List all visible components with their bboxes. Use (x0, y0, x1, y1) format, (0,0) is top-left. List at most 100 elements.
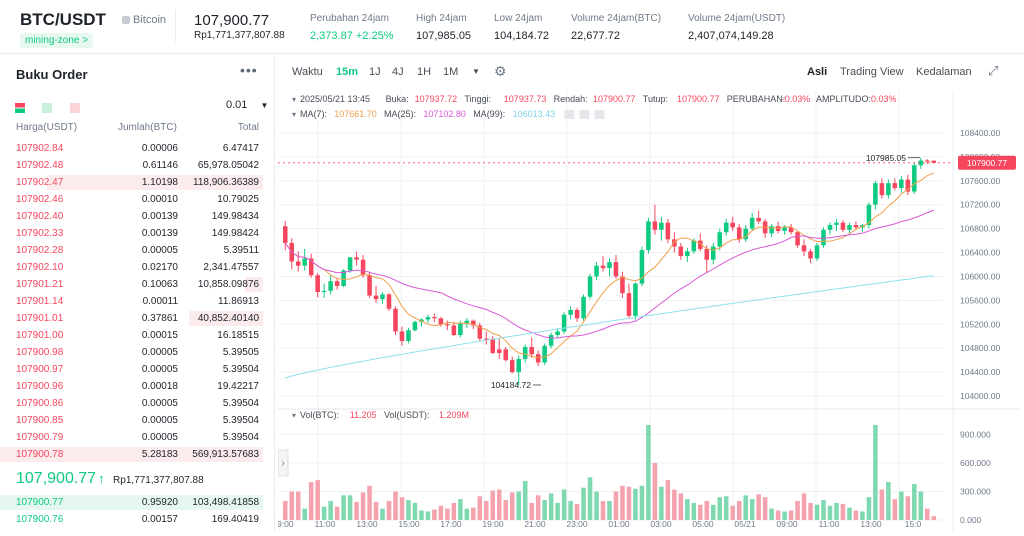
ohlc-info-text: Tutup: (643, 94, 668, 104)
volume-bar (691, 502, 697, 520)
view-tradingview[interactable]: Trading View (840, 66, 904, 78)
ask-row[interactable]: 107900.79 0.00005 5.39504 (0, 429, 273, 446)
ask-depth-bar (189, 311, 263, 326)
time-axis-label: 05:00 (692, 519, 714, 529)
chevron-right-icon: › (281, 458, 284, 469)
bid-row[interactable]: 107900.77 0.95920 103,498.41858 (0, 494, 273, 511)
ask-row[interactable]: 107900.78 5.28183 569,913.57683 (0, 446, 273, 463)
volume-bar (380, 508, 385, 520)
volume-bar (354, 501, 359, 520)
more-icon[interactable]: ••• (240, 62, 258, 78)
ask-row[interactable]: 107901.21 0.10063 10,858.09876 (0, 276, 273, 293)
settings-gear-icon[interactable]: ⚙ (494, 63, 507, 79)
ask-total: 5.39511 (223, 245, 259, 256)
ask-price: 107902.33 (16, 228, 64, 239)
volume-bar (393, 491, 398, 520)
ask-row[interactable]: 107901.00 0.00015 16.18515 (0, 327, 273, 344)
candle-body (678, 246, 684, 257)
candle-body (522, 346, 528, 359)
col-amount-header: Jumlah(BTC) (118, 122, 177, 133)
ask-row[interactable]: 107901.14 0.00011 11.86913 (0, 293, 273, 310)
time-axis-label: 15:0 (905, 519, 922, 529)
book-both-icon[interactable] (15, 103, 25, 113)
ask-row[interactable]: 107902.46 0.00010 10.79025 (0, 191, 273, 208)
ask-row[interactable]: 107900.98 0.00005 5.39505 (0, 344, 273, 361)
vol-collapse-icon: ▾ (292, 411, 296, 420)
volume-bar (438, 505, 444, 520)
interval-4j[interactable]: 4J (392, 66, 404, 78)
ohlc-info-text: Rendah: (554, 94, 588, 104)
bid-depth-bar (0, 495, 263, 510)
candle-body (321, 290, 327, 292)
volume-bar (710, 504, 716, 520)
volume-info-text: Vol(BTC): (300, 410, 339, 420)
volume-bar (853, 510, 859, 520)
candle-body (445, 324, 450, 326)
volume-bar (516, 491, 521, 520)
volume-bar (373, 501, 379, 520)
fullscreen-icon[interactable]: ⤢ (988, 63, 999, 78)
volume-bar (464, 508, 470, 520)
volume-bar (801, 493, 807, 520)
ask-row[interactable]: 107902.10 0.02170 2,341.47557 (0, 259, 273, 276)
interval-15m[interactable]: 15m (336, 66, 359, 78)
ask-price: 107902.84 (16, 143, 64, 154)
volume-bar (458, 499, 463, 520)
volume-bar (743, 495, 748, 520)
ask-amount: 0.10063 (141, 279, 178, 290)
candle-body (438, 318, 444, 325)
candle-body (295, 261, 301, 266)
time-axis-label: 23:00 (566, 519, 588, 529)
view-depth[interactable]: Kedalaman (916, 66, 972, 78)
ask-row[interactable]: 107901.01 0.37861 40,852.40140 (0, 310, 273, 327)
ask-amount: 0.00005 (141, 415, 178, 426)
volume-bar (542, 500, 547, 520)
precision-select[interactable]: 0.01 ▼ (226, 99, 269, 111)
ask-row[interactable]: 107900.97 0.00005 5.39504 (0, 361, 273, 378)
interval-1m[interactable]: 1M (443, 66, 459, 78)
ma-info-text: 106013.43 (513, 109, 556, 119)
ask-row[interactable]: 107902.48 0.61146 65,978.05042 (0, 157, 273, 174)
ask-amount: 0.00005 (141, 245, 178, 256)
volume-bar (574, 503, 580, 520)
interval-1j[interactable]: 1J (369, 66, 381, 78)
ask-row[interactable]: 107902.28 0.00005 5.39511 (0, 242, 273, 259)
candle-body (548, 335, 554, 346)
chart-canvas[interactable]: 108400.00108000.00107600.00107200.001068… (272, 90, 1020, 531)
ask-row[interactable]: 107902.33 0.00139 149.98424 (0, 225, 273, 242)
volume-bar (496, 489, 502, 520)
volume-bar (678, 493, 684, 520)
ask-row[interactable]: 107900.86 0.00005 5.39504 (0, 395, 273, 412)
candle-body (918, 160, 924, 166)
candle-body (840, 222, 846, 230)
ask-row[interactable]: 107900.96 0.00018 19.42217 (0, 378, 273, 395)
pair-title[interactable]: BTC/USDT (20, 10, 106, 29)
candle-body (458, 323, 463, 336)
book-asks-icon[interactable] (69, 103, 80, 113)
volume-bar (451, 502, 457, 520)
zone-tag[interactable]: mining-zone > (20, 33, 94, 48)
chart-toolbar: Waktu 15m 1J 4J 1H 1M ▼ ⚙ Asli Trading V… (280, 56, 1015, 88)
candle-body (399, 331, 405, 342)
volume-bar (289, 491, 294, 520)
ask-row[interactable]: 107902.47 1.10198 118,906.36389 (0, 174, 273, 191)
ma7-line (284, 172, 935, 359)
ask-row[interactable]: 107902.84 0.00006 6.47417 (0, 140, 273, 157)
ask-total: 11.86913 (218, 296, 259, 307)
bid-amount: 0.00157 (141, 514, 178, 525)
ask-row[interactable]: 107900.85 0.00005 5.39504 (0, 412, 273, 429)
interval-1h[interactable]: 1H (417, 66, 432, 78)
bid-row[interactable]: 107900.76 0.00157 169.40419 (0, 511, 273, 528)
bid-price: 107900.76 (16, 514, 64, 525)
ask-row[interactable]: 107902.40 0.00139 149.98434 (0, 208, 273, 225)
volume-bar (490, 490, 496, 520)
volume-info-text: 1.209M (439, 410, 469, 420)
book-bids-icon[interactable] (42, 103, 53, 113)
ohlc-info-text: PERUBAHAN: (727, 94, 786, 104)
volume-bar (555, 502, 560, 520)
candle-body (788, 227, 794, 233)
view-original[interactable]: Asli (807, 66, 828, 78)
info-collapse-icon: ▾ (292, 95, 296, 104)
kline-chart[interactable]: 108400.00108000.00107600.00107200.001068… (272, 90, 1020, 531)
interval-dropdown-icon[interactable]: ▼ (472, 67, 480, 76)
